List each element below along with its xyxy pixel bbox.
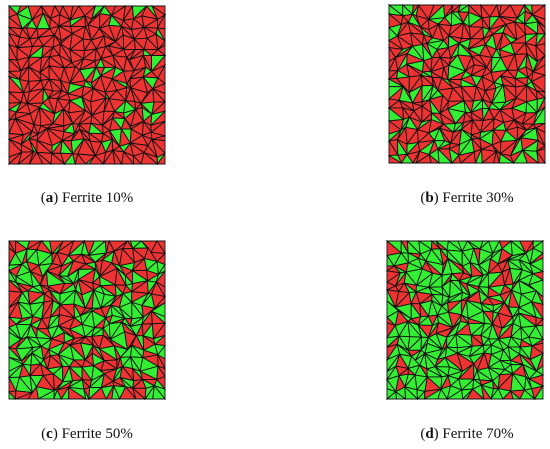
caption-text: Ferrite 50%: [61, 426, 133, 442]
caption: (a) Ferrite 10%: [0, 190, 187, 207]
mesh-image: [386, 240, 544, 400]
mesh-cell: [50, 152, 66, 165]
mesh-cell: [509, 389, 522, 400]
mesh-cell: [521, 148, 540, 164]
paren: (: [420, 190, 426, 206]
mesh-cell: [36, 151, 53, 165]
mesh-cell: [8, 390, 17, 400]
mesh-cell: [536, 151, 546, 164]
mesh-cell: [498, 153, 515, 164]
mesh-cell: [140, 151, 159, 165]
caption: (d) Ferrite 70%: [367, 426, 550, 443]
mesh-cell: [152, 384, 166, 400]
paren: ): [433, 426, 439, 442]
mesh-cell: [121, 150, 135, 165]
paren: ): [433, 190, 439, 206]
panel-label: a: [45, 190, 54, 206]
mesh-cell: [118, 386, 137, 400]
mesh-cell: [133, 154, 143, 165]
mesh-cell: [437, 388, 449, 400]
caption-text: Ferrite 10%: [62, 190, 134, 206]
panel-label: b: [425, 190, 434, 206]
mesh-cell: [131, 386, 147, 400]
paren: (: [41, 426, 47, 442]
mesh-cell: [404, 385, 419, 400]
mesh-cell: [493, 151, 500, 164]
mesh-cell: [428, 153, 441, 164]
paren: ): [52, 426, 58, 442]
mesh-cell: [112, 150, 123, 165]
mesh-cell: [388, 154, 404, 164]
mesh-cell: [533, 384, 544, 400]
panel-label: d: [425, 426, 434, 442]
mesh-cell: [480, 384, 492, 400]
mesh-cell: [88, 154, 105, 165]
mesh-cell: [519, 389, 536, 400]
mesh-cell: [83, 388, 90, 400]
mesh-image: [8, 5, 166, 165]
caption-text: Ferrite 30%: [442, 190, 514, 206]
paren: (: [420, 426, 426, 442]
mesh-image: [388, 4, 546, 164]
paren: ): [53, 190, 59, 206]
mesh-cell: [437, 147, 453, 164]
paren: (: [40, 190, 46, 206]
mesh-cell: [68, 386, 88, 400]
mesh-cell: [395, 390, 407, 400]
caption: (c) Ferrite 50%: [0, 426, 187, 443]
caption-text: Ferrite 70%: [442, 426, 514, 442]
mesh-image: [8, 240, 166, 400]
mesh-cell: [156, 151, 166, 165]
mesh-cell: [465, 388, 485, 400]
caption: (b) Ferrite 30%: [367, 190, 550, 207]
mesh-cell: [111, 384, 121, 400]
panel-label: c: [46, 426, 53, 442]
